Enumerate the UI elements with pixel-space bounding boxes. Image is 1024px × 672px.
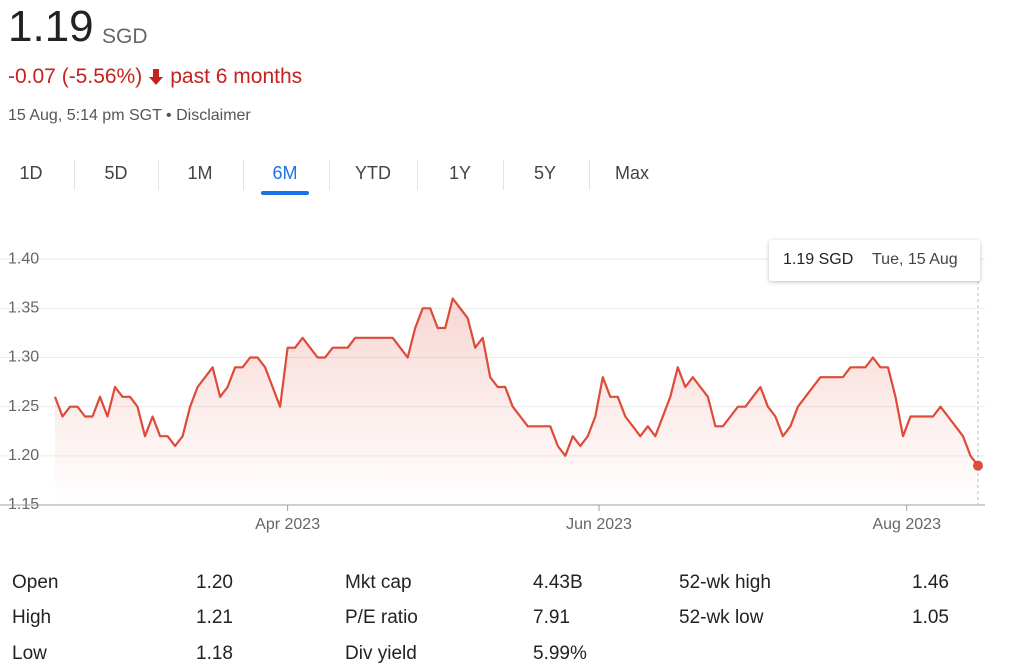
- change: -0.07 (-5.56%): [8, 65, 143, 88]
- tab[interactable]: Max: [614, 163, 649, 183]
- y-tick-label: 1.30: [8, 349, 39, 366]
- stat-value: 1.20: [196, 572, 233, 593]
- tab-separator: [158, 160, 159, 190]
- price: 1.19: [8, 2, 94, 51]
- stat-label: 52-wk high: [679, 572, 771, 593]
- stat-label: P/E ratio: [345, 607, 418, 628]
- tab[interactable]: YTD: [355, 163, 391, 183]
- down-arrow: [149, 69, 164, 85]
- x-tick-label: Jun 2023: [566, 516, 632, 533]
- timestamp-row: 15 Aug, 5:14 pm SGT • Disclaimer: [8, 107, 251, 124]
- x-tick-label: Apr 2023: [255, 516, 320, 533]
- y-tick-label: 1.35: [8, 300, 39, 317]
- timestamp: 15 Aug, 5:14 pm SGT: [8, 107, 162, 124]
- price-line: [53, 297, 979, 467]
- stat-label: Low: [12, 643, 47, 664]
- stat-value: 5.99%: [533, 643, 587, 664]
- tab[interactable]: 1M: [187, 163, 213, 183]
- y-tick-label: 1.40: [8, 250, 39, 267]
- x-tick-label: Aug 2023: [872, 516, 941, 533]
- last-point: [973, 460, 983, 471]
- stat-label: Div yield: [345, 643, 417, 664]
- stat-value: 1.21: [196, 607, 233, 628]
- tooltip-box: [769, 240, 980, 281]
- y-tick-label: 1.25: [8, 398, 39, 415]
- stat-label: Mkt cap: [345, 572, 412, 593]
- period: past 6 months: [170, 65, 303, 88]
- tooltip-value: 1.19 SGD: [783, 251, 853, 268]
- stat-value: 7.91: [533, 607, 570, 628]
- stat-value: 4.43B: [533, 572, 583, 593]
- stat-label: Open: [12, 572, 59, 593]
- tab-separator: [242, 160, 244, 190]
- tab-separator: [73, 160, 75, 190]
- tab[interactable]: 1Y: [448, 163, 472, 183]
- currency: SGD: [102, 25, 148, 48]
- tooltip-date: Tue, 15 Aug: [872, 251, 958, 268]
- disclaimer[interactable]: Disclaimer: [176, 107, 251, 124]
- tab[interactable]: 6M: [272, 163, 298, 183]
- tab-separator: [416, 160, 418, 190]
- tab[interactable]: 5Y: [533, 163, 557, 183]
- tab-separator: [502, 160, 504, 190]
- tab[interactable]: 5D: [104, 163, 128, 183]
- stat-label: 52-wk low: [679, 607, 764, 628]
- y-tick-label: 1.20: [8, 447, 39, 464]
- stat-label: High: [12, 607, 52, 628]
- tab-separator: [329, 160, 330, 190]
- stat-value: 1.18: [196, 643, 233, 664]
- stat-value: 1.05: [912, 607, 949, 628]
- change-row: -0.07 (-5.56%) past 6 months: [8, 65, 302, 89]
- stat-value: 1.46: [912, 572, 949, 593]
- tab-separator: [588, 160, 590, 190]
- tab-underline: [261, 191, 309, 195]
- tab[interactable]: 1D: [19, 163, 43, 183]
- area: [55, 298, 978, 505]
